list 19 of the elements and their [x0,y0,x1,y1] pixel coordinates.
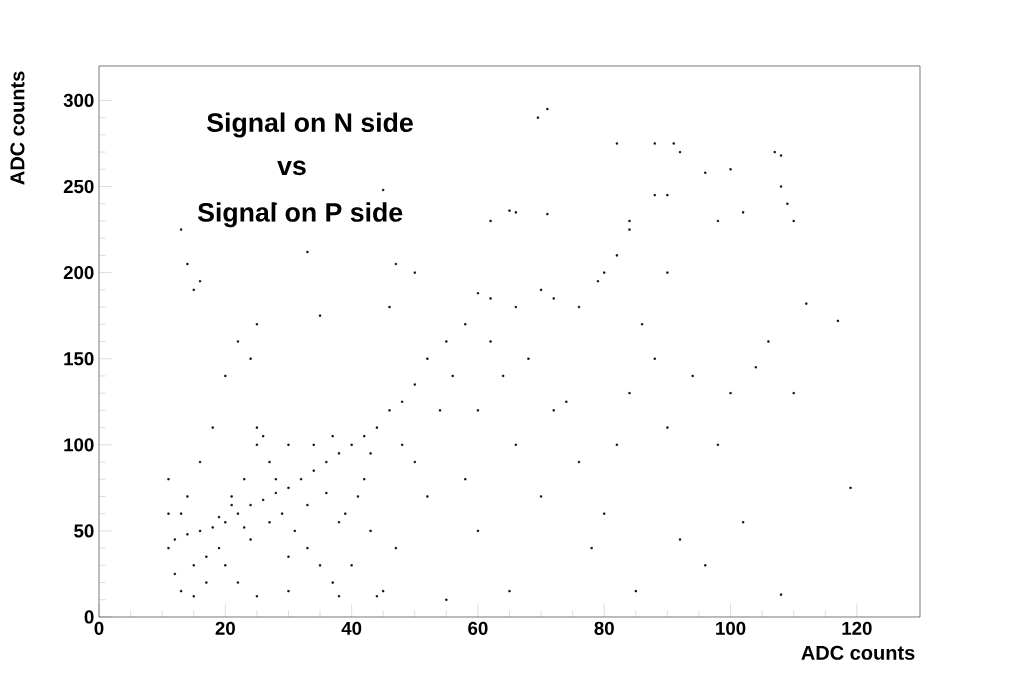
y-tick-label: 200 [63,265,94,280]
x-tick-label: 40 [341,621,362,635]
x-tick-label: 120 [842,621,872,635]
annotation: Signal on N side [207,112,413,138]
y-tick-label: 300 [63,93,94,108]
x-tick-label: 80 [594,621,614,635]
annotation: vs [277,160,306,176]
y-tick-label: 100 [64,438,94,452]
y-tick-label: 0 [84,610,94,624]
x-axis-title: ADC counts [801,645,915,660]
y-tick-label: 250 [63,179,94,194]
x-tick-label: 60 [468,621,488,635]
x-tick-label: 20 [215,621,235,635]
x-tick-label: 100 [716,621,746,635]
y-tick-label: 50 [74,524,94,538]
x-tick-label: 0 [94,621,104,635]
annotation: Signal on P side [197,202,403,228]
y-axis-title: ADC counts [10,71,25,185]
y-tick-label: 150 [64,352,94,366]
